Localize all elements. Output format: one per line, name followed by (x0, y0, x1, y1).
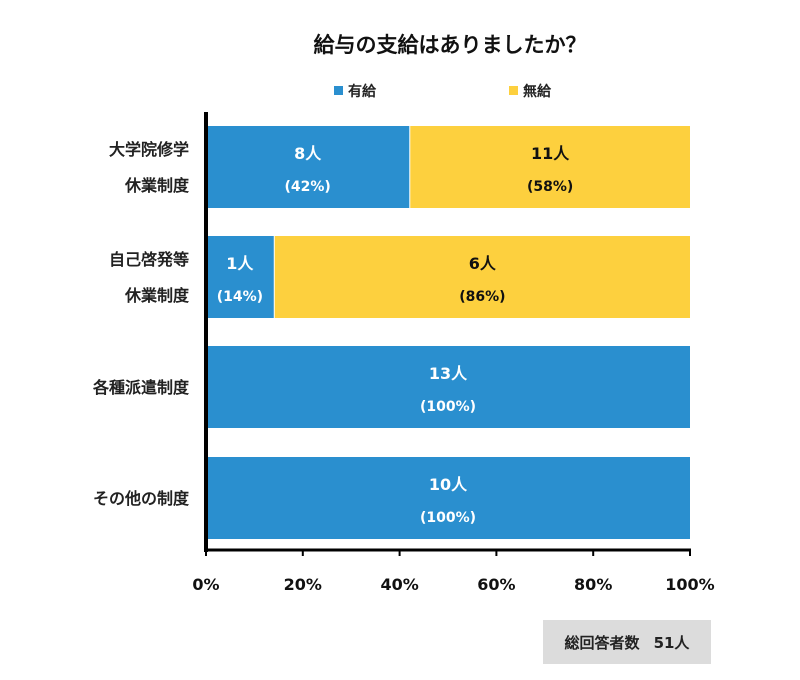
x-tick-label: 60% (477, 575, 515, 594)
bar-segment (410, 126, 690, 208)
data-label-count: 10人 (429, 475, 468, 494)
total-respondents-box: 総回答者数 51人 (543, 620, 711, 664)
category-label: 休業制度 (124, 176, 190, 195)
bar-segment (206, 457, 690, 539)
x-tick-label: 40% (380, 575, 418, 594)
legend-label-0: 有給 (348, 83, 377, 100)
legend-swatch-0 (334, 86, 343, 95)
legend-label-1: 無給 (523, 83, 552, 100)
data-label-percent: (58%) (527, 179, 573, 195)
total-value: 51人 (653, 633, 690, 652)
bar-segment (206, 346, 690, 428)
category-label: 大学院修学 (109, 140, 189, 159)
data-label-count: 6人 (469, 254, 497, 273)
x-tick-label: 20% (284, 575, 322, 594)
category-label: 各種派遣制度 (92, 378, 190, 397)
data-label-percent: (100%) (420, 399, 476, 415)
x-tick-label: 0% (192, 575, 219, 594)
data-label-count: 8人 (294, 144, 322, 163)
chart-title: 給与の支給はありましたか？ (314, 33, 587, 57)
x-tick-label: 100% (665, 575, 714, 594)
data-label-percent: (42%) (284, 179, 330, 195)
bar-segment (274, 236, 690, 318)
data-label-count: 1人 (226, 254, 254, 273)
category-label: 休業制度 (124, 286, 190, 305)
category-label: 自己啓発等 (109, 250, 189, 269)
data-label-count: 11人 (531, 144, 570, 163)
data-label-percent: (86%) (459, 289, 505, 305)
total-label: 総回答者数 (564, 633, 640, 652)
x-tick-label: 80% (574, 575, 612, 594)
data-label-percent: (14%) (217, 289, 263, 305)
data-label-count: 13人 (429, 364, 468, 383)
bar-segment (206, 126, 410, 208)
data-label-percent: (100%) (420, 510, 476, 526)
legend-swatch-1 (509, 86, 518, 95)
category-label: その他の制度 (93, 489, 190, 508)
bar-segment (206, 236, 274, 318)
